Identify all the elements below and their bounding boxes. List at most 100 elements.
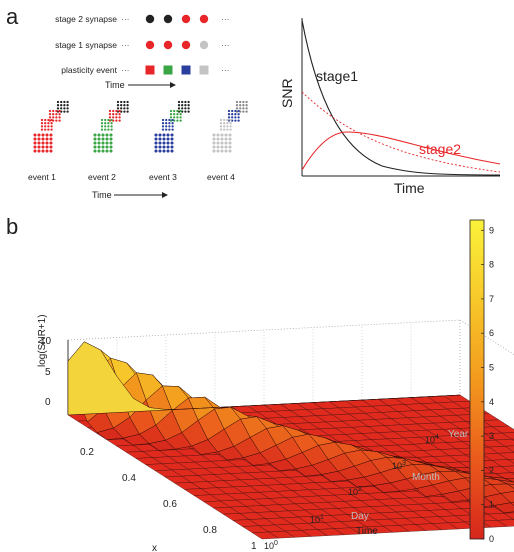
event-grid-dot [93, 141, 97, 145]
grid-dot [229, 125, 232, 128]
stage2-label: stage2 [419, 141, 461, 157]
grid-dot [116, 107, 120, 110]
grid-dot [110, 122, 113, 125]
row-label: stage 1 synapse [55, 40, 117, 50]
grid-dot [48, 109, 52, 113]
floor-cell [251, 531, 279, 540]
colorbar-ticks: 0 1 2 3 4 5 6 7 8 9 [481, 225, 494, 544]
colorbar-tick-label: 2 [489, 465, 494, 475]
grid-dot [173, 116, 176, 119]
stage1-dotted-curve [301, 91, 501, 173]
grid-dot [235, 104, 239, 107]
x-tick-1: 1 [251, 541, 257, 552]
grid-dot [110, 125, 113, 128]
grid-dot [112, 113, 115, 116]
grid-dot [60, 104, 63, 107]
event-label: event 1 [28, 172, 56, 182]
surface-cell [488, 476, 514, 483]
event-grid-dot [37, 141, 41, 145]
surface-front-face [67, 341, 461, 416]
event-grid-dot [109, 137, 113, 141]
grid-dot [110, 128, 113, 131]
grid-dot [55, 109, 58, 113]
event-grid-dot [162, 149, 166, 153]
grid-dot [239, 107, 242, 110]
event-grid-dot [228, 149, 232, 153]
event-grid-dot [49, 137, 53, 141]
event-grid-dot [37, 133, 41, 137]
colorbar-tick-label: 9 [489, 225, 494, 235]
grid-dot [112, 109, 115, 113]
surface-cell [490, 483, 514, 494]
grid-dot [237, 119, 240, 122]
event-grid-dot [224, 133, 228, 137]
grid-dot [123, 104, 126, 107]
event-grid-dot [41, 149, 45, 153]
surface-cell [493, 502, 514, 514]
grid-dot [245, 110, 248, 113]
grid-dot [107, 118, 110, 122]
event-grid-dot [216, 141, 220, 145]
time-label-bottom: Time [92, 190, 112, 200]
month-marker: Month [412, 472, 440, 483]
event-grid-dot [220, 133, 224, 137]
x-axis-label: x [152, 543, 157, 552]
grid-dot [227, 116, 231, 119]
grid-dot [48, 113, 52, 116]
grid-dot [50, 122, 53, 125]
event-grid-dot [45, 145, 49, 149]
grid-dot [58, 113, 61, 116]
grid-dot [223, 128, 226, 131]
event-grid-dot [220, 145, 224, 149]
event-grid-dot [212, 133, 216, 137]
event-grid-dot [33, 141, 37, 145]
grid-dot [173, 109, 176, 113]
event-grid-dot [105, 149, 109, 153]
grid-dot [168, 125, 171, 128]
grid-dot [161, 128, 165, 131]
event-grid-dot [216, 149, 220, 153]
event-grid-dot [101, 137, 105, 141]
time-arrowhead-bottom [162, 192, 168, 198]
event-grid-dot [109, 149, 113, 153]
grid-dot [237, 109, 240, 113]
grid-dot [123, 107, 126, 110]
grid-dot [100, 128, 104, 131]
grid-dot [63, 104, 66, 107]
event-grid-dot [224, 137, 228, 141]
event-grids: event 1 event 2 event 3 event 4 [28, 100, 248, 182]
grid-dot [226, 128, 229, 131]
grid-dot [165, 128, 168, 131]
grid-dot [239, 104, 242, 107]
grid-dot [168, 122, 171, 125]
surface-cell [497, 479, 514, 485]
event-label: event 4 [207, 172, 235, 182]
plasticity-square [163, 65, 173, 75]
grid-dot [181, 104, 184, 107]
event-grid-dot [170, 145, 174, 149]
event-grid-dot [228, 137, 232, 141]
grid-dot [226, 122, 229, 125]
event-grid-dot [166, 149, 170, 153]
grid-dot [184, 107, 187, 110]
grid-dot [229, 118, 232, 122]
grid-dot [223, 125, 226, 128]
grid-dot [44, 128, 47, 131]
event-grid-dot [41, 141, 45, 145]
colorbar-tick-label: 6 [489, 328, 494, 338]
grid-dot [40, 128, 44, 131]
synapse-dot [199, 14, 209, 24]
grid-dot [44, 125, 47, 128]
event-grid-dot [224, 149, 228, 153]
grid-dot [234, 119, 237, 122]
z-tick-5: 5 [45, 367, 51, 378]
event-grid-dot [220, 137, 224, 141]
plasticity-square [199, 65, 209, 75]
grid-dot [169, 116, 173, 119]
grid-dot [181, 100, 184, 104]
row-leader-dots: ··· [121, 40, 130, 50]
row-trailing-dots: ··· [221, 65, 230, 75]
grid-dot [168, 128, 171, 131]
grid-dot [120, 104, 123, 107]
event-grid-dot [105, 133, 109, 137]
